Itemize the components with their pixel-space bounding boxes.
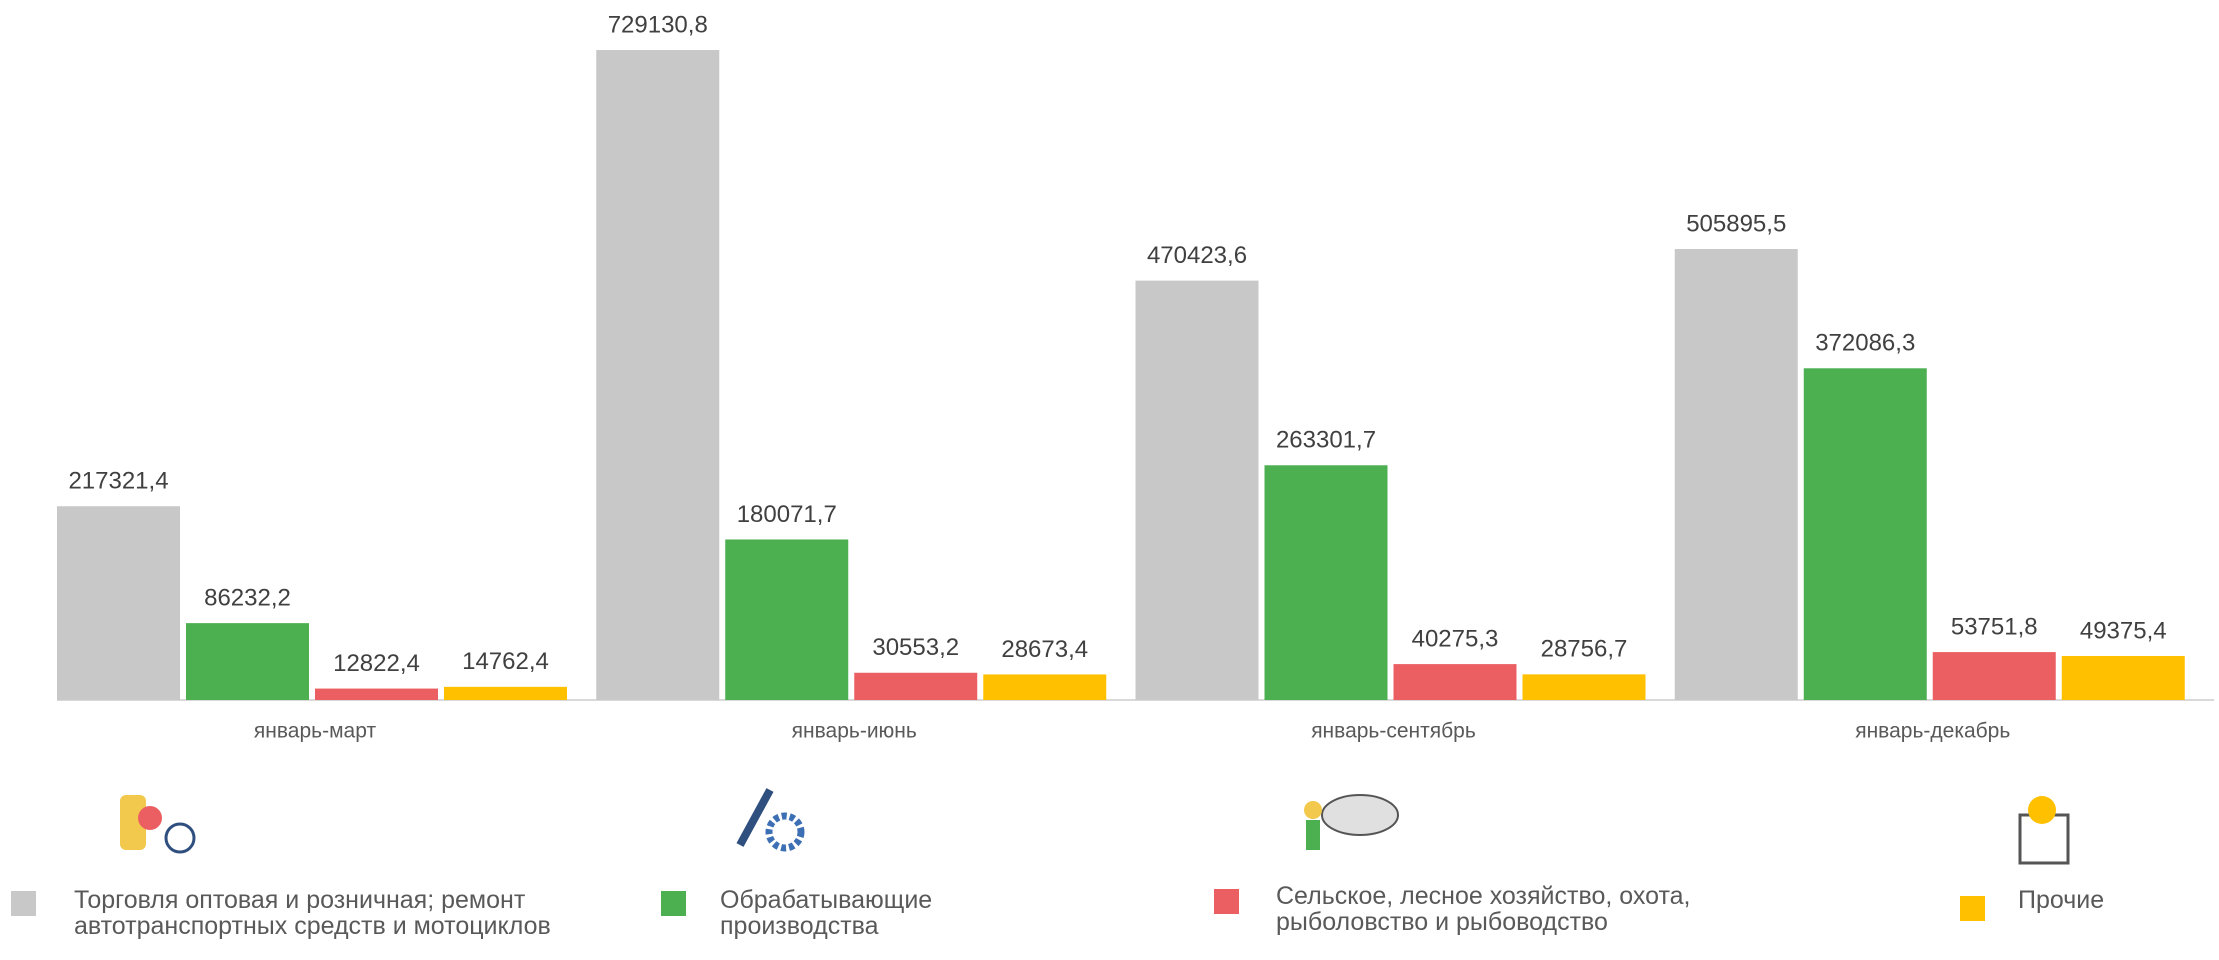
bar [444,687,567,700]
value-label: 40275,3 [1412,625,1499,652]
icon-cow [1304,801,1322,819]
x-tick-label: январь-март [254,720,377,743]
value-label: 28756,7 [1541,636,1628,663]
bar [1804,368,1927,700]
x-tick-label: январь-сентябрь [1311,720,1476,743]
bar [983,674,1106,700]
bar [1136,281,1259,700]
bar [1523,674,1646,700]
value-label: 86232,2 [204,584,291,611]
icon-cow [1322,795,1398,835]
x-tick-label: январь-июнь [792,720,917,743]
value-label: 14762,4 [462,648,549,675]
legend-swatch [661,891,686,916]
legend-label: Торговля оптовая и розничная; ремонт авт… [74,887,574,939]
x-tick-label: январь-декабрь [1855,720,2010,743]
bar [1933,652,2056,700]
value-label: 49375,4 [2080,617,2167,644]
value-label: 12822,4 [333,650,420,677]
legend-swatch [11,891,36,916]
legend-label: Сельское, лесное хозяйство, охота, рыбол… [1276,883,1746,935]
legend-swatch [1214,889,1239,914]
bar [186,623,309,700]
value-label: 263301,7 [1276,427,1376,454]
bar [1394,664,1517,700]
page: январь-март 217321,4 86232,2 12822,4 14762,4… [0,0,2219,960]
icon-other [2028,796,2056,824]
value-label: 470423,6 [1147,242,1247,269]
value-label: 180071,7 [737,501,837,528]
bar [1265,465,1388,700]
value-label: 30553,2 [872,634,959,661]
legend-label: Обрабатывающие производства [720,887,960,939]
icon-shop [138,806,162,830]
icon-shop [166,824,194,852]
icon-tools [740,790,770,845]
bar [854,673,977,700]
bar [315,689,438,700]
chart: январь-март 217321,4 86232,2 12822,4 14762,4… [0,0,2219,960]
icon-cow [1306,820,1320,850]
value-label: 53751,8 [1951,613,2038,640]
value-label: 505895,5 [1686,210,1786,237]
bar [1675,249,1798,700]
value-label: 28673,4 [1001,636,1088,663]
bar [57,506,180,700]
legend-label: Прочие [2018,887,2198,913]
value-label: 372086,3 [1815,330,1915,357]
legend-swatch [1960,896,1985,921]
bar [2062,656,2185,700]
icons [120,790,2068,863]
bar [596,50,719,700]
value-label: 217321,4 [68,468,168,495]
bar [725,539,848,700]
icon-tools [769,816,801,848]
value-label: 729130,8 [608,11,708,38]
